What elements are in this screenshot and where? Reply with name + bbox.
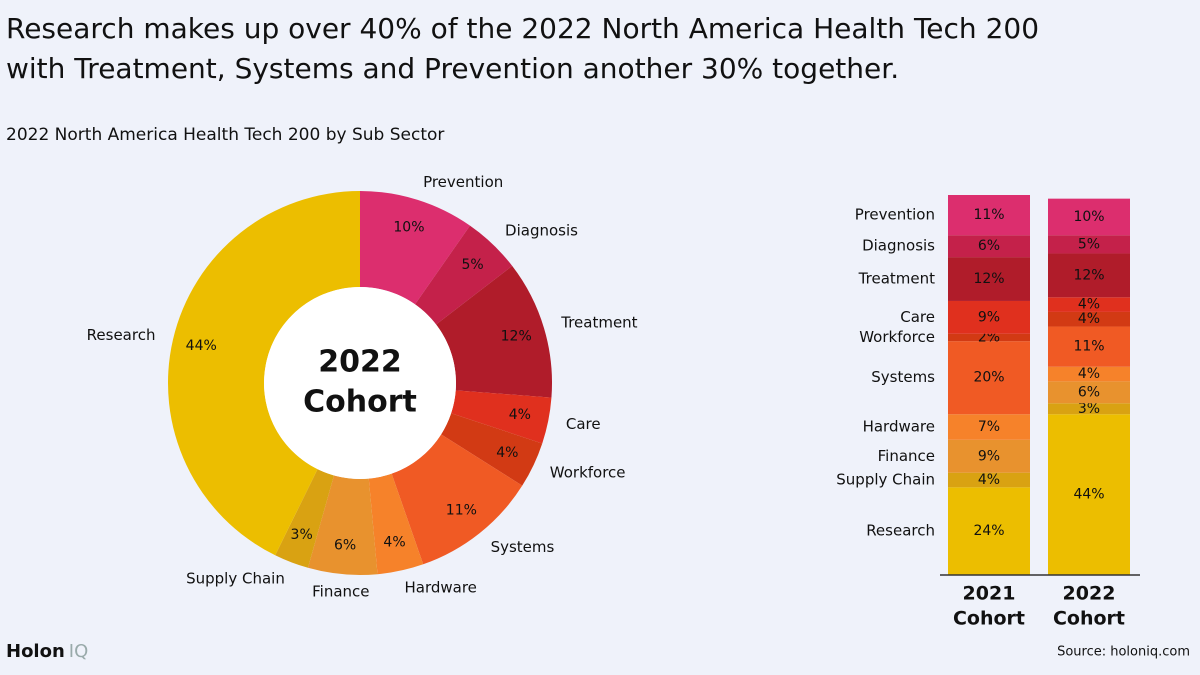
value-label: 12% (501, 328, 532, 344)
subtitle: 2022 North America Health Tech 200 by Su… (6, 125, 444, 145)
value-label: 4% (1078, 297, 1100, 313)
bar-segment (948, 333, 1030, 342)
bar-segment (1048, 253, 1130, 298)
value-label: 3% (291, 527, 313, 543)
value-label: 5% (1078, 236, 1100, 252)
value-label: 24% (973, 523, 1004, 539)
category-label: Systems (491, 538, 555, 556)
legend-label: Care (900, 308, 935, 326)
bar-segment (948, 472, 1030, 488)
bar-segment (948, 195, 1030, 236)
legend-label: Workforce (859, 328, 935, 346)
x-tick-label: 2021 (963, 583, 1016, 605)
bar-segment (1048, 311, 1130, 327)
bar-segment (948, 487, 1030, 575)
logo: Holon IQ (6, 641, 88, 662)
donut-hole (264, 287, 456, 479)
legend-label: Diagnosis (862, 237, 935, 255)
donut-slice (168, 191, 360, 556)
legend-label: Treatment (858, 270, 935, 288)
value-label: 11% (446, 503, 477, 519)
value-label: 10% (393, 220, 424, 236)
donut-slice (368, 473, 424, 575)
category-label: Hardware (404, 579, 476, 597)
value-label: 7% (978, 419, 1000, 435)
title-line: Research makes up over 40% of the 2022 N… (6, 12, 1039, 45)
bar-segment (1048, 414, 1130, 575)
value-label: 10% (1073, 209, 1104, 225)
donut-slice (436, 265, 552, 398)
value-label: 44% (186, 338, 217, 354)
value-label: 6% (978, 238, 1000, 254)
value-label: 20% (973, 370, 1004, 386)
title-line: with Treatment, Systems and Prevention a… (6, 52, 899, 85)
donut-slice (360, 191, 470, 305)
value-label: 6% (1078, 384, 1100, 400)
bar-segment (948, 300, 1030, 334)
value-label: 4% (1078, 366, 1100, 382)
donut-slice (441, 413, 543, 486)
value-label: 5% (461, 257, 483, 273)
value-label: 6% (334, 537, 356, 553)
value-label: 12% (1073, 267, 1104, 283)
category-label: Workforce (550, 463, 626, 481)
center-label: Cohort (303, 385, 417, 420)
value-label: 11% (973, 207, 1004, 223)
value-label: 44% (1073, 487, 1104, 503)
bar-segment (948, 235, 1030, 258)
logo-part: IQ (69, 641, 88, 662)
source: Source: holoniq.com (1057, 645, 1190, 660)
bar-segment (1048, 381, 1130, 404)
category-label: Diagnosis (505, 222, 578, 240)
x-tick-label: Cohort (953, 608, 1025, 630)
value-label: 9% (978, 309, 1000, 325)
bar-segment (948, 341, 1030, 415)
value-label: 4% (496, 445, 518, 461)
donut-slice (307, 475, 378, 575)
value-label: 12% (973, 271, 1004, 287)
legend-label: Finance (878, 447, 935, 465)
legend-label: Systems (871, 368, 935, 386)
value-label: 4% (509, 407, 531, 423)
value-label: 4% (1078, 311, 1100, 327)
donut-slice (275, 469, 334, 568)
category-label: Prevention (423, 173, 503, 191)
category-label: Treatment (560, 313, 637, 331)
donut-slice (451, 390, 552, 444)
x-tick-label: Cohort (1053, 608, 1125, 630)
bar-segment (948, 439, 1030, 473)
value-label: 11% (1073, 339, 1104, 355)
category-label: Finance (312, 583, 369, 601)
legend-label: Supply Chain (836, 471, 935, 489)
legend-label: Research (866, 522, 935, 540)
x-tick-label: 2022 (1063, 583, 1116, 605)
bar-segment (1048, 326, 1130, 367)
category-label: Supply Chain (186, 570, 285, 588)
bar-segment (1048, 198, 1130, 236)
bar-segment (948, 257, 1030, 301)
bar-segment (1048, 403, 1130, 415)
bar-segment (1048, 366, 1130, 382)
bar-segment (948, 414, 1030, 440)
value-label: 9% (978, 448, 1000, 464)
bar-segment (1048, 235, 1130, 254)
legend-label: Hardware (863, 418, 935, 436)
logo-part: Holon (6, 641, 65, 662)
value-label: 4% (383, 534, 405, 550)
center-label: 2022 (318, 345, 402, 380)
donut-slice (414, 225, 513, 325)
donut-slice (391, 434, 523, 565)
legend-label: Prevention (855, 206, 935, 224)
bar-segment (1048, 297, 1130, 312)
value-label: 4% (978, 472, 1000, 488)
category-label: Research (87, 326, 156, 344)
category-label: Care (566, 415, 601, 433)
value-label: 3% (1078, 401, 1100, 417)
